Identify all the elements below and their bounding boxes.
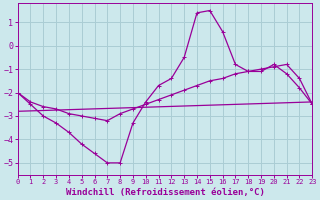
X-axis label: Windchill (Refroidissement éolien,°C): Windchill (Refroidissement éolien,°C) [66, 188, 264, 197]
